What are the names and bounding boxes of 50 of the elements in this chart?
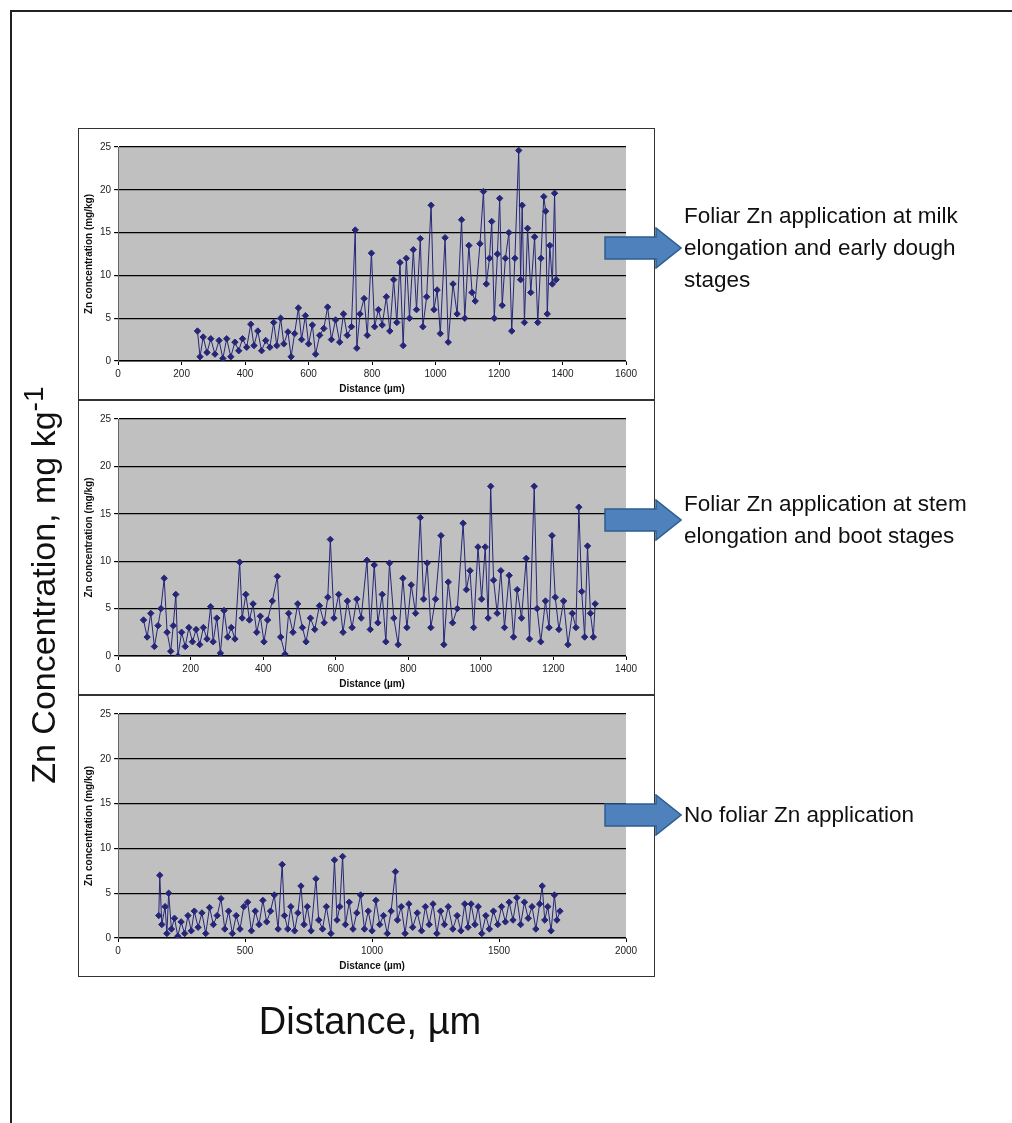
x-tick-label: 800 [399, 662, 418, 674]
y-tick-label: 5 [105, 886, 112, 898]
x-tick-label: 1600 [614, 367, 638, 379]
y-axis-title: Zn concentration (mg/kg) [82, 477, 94, 598]
y-tick-label: 10 [100, 554, 112, 566]
y-tick-label: 25 [100, 140, 112, 152]
text: Foliar Zn application at stem elongation and boot stages [684, 490, 968, 550]
y-tick-label: 25 [100, 412, 112, 424]
y-axis-title: Zn concentration (mg/kg) [82, 194, 94, 314]
x-tick-label: 1000 [469, 662, 493, 674]
x-tick-label: 200 [182, 662, 200, 674]
y-tick-label: 20 [100, 752, 112, 764]
y-tick-label: 20 [100, 460, 112, 472]
x-tick-label: 500 [236, 944, 254, 956]
y-tick-label: 15 [100, 507, 112, 519]
x-tick-label: 800 [363, 367, 381, 379]
x-tick-label: 1400 [551, 367, 575, 379]
y-tick-label: 15 [100, 797, 112, 809]
y-tick-label: 25 [100, 707, 112, 719]
x-tick-label: 200 [173, 367, 191, 379]
y-tick-label: 20 [100, 183, 112, 195]
y-tick-label: 10 [100, 269, 112, 281]
y-tick-label: 15 [100, 226, 112, 238]
x-tick-label: 1200 [542, 662, 566, 674]
x-tick-label: 400 [254, 662, 273, 674]
y-tick-label: 5 [105, 602, 112, 614]
x-tick-label: 400 [236, 367, 254, 379]
y-tick-label: 0 [105, 931, 112, 943]
y-tick-label: 10 [100, 842, 112, 854]
text: No foliar Zn application [684, 801, 916, 829]
x-tick-label: 1000 [360, 944, 384, 956]
x-tick-label: 1000 [424, 367, 448, 379]
y-axis-title: Zn concentration (mg/kg) [82, 766, 94, 886]
text: Distance, µm [258, 1000, 482, 1043]
y-tick-label: 0 [105, 649, 112, 661]
x-tick-label: 1200 [487, 367, 511, 379]
x-axis-title: Distance (µm) [339, 382, 405, 394]
x-tick-label: 0 [115, 662, 122, 674]
text: Foliar Zn application at milk elongation and early dough stages [684, 202, 959, 294]
y-tick-label: 5 [105, 311, 112, 323]
x-tick-label: 0 [115, 944, 122, 956]
x-tick-label: 1500 [487, 944, 511, 956]
x-tick-label: 600 [327, 662, 345, 674]
x-tick-label: 600 [300, 367, 318, 379]
x-tick-label: 1400 [614, 662, 638, 674]
x-axis-title: Distance (µm) [339, 677, 405, 689]
x-axis-title: Distance (µm) [339, 959, 405, 971]
x-tick-label: 2000 [614, 944, 638, 956]
x-tick-label: 0 [115, 367, 122, 379]
y-tick-label: 0 [105, 354, 112, 366]
